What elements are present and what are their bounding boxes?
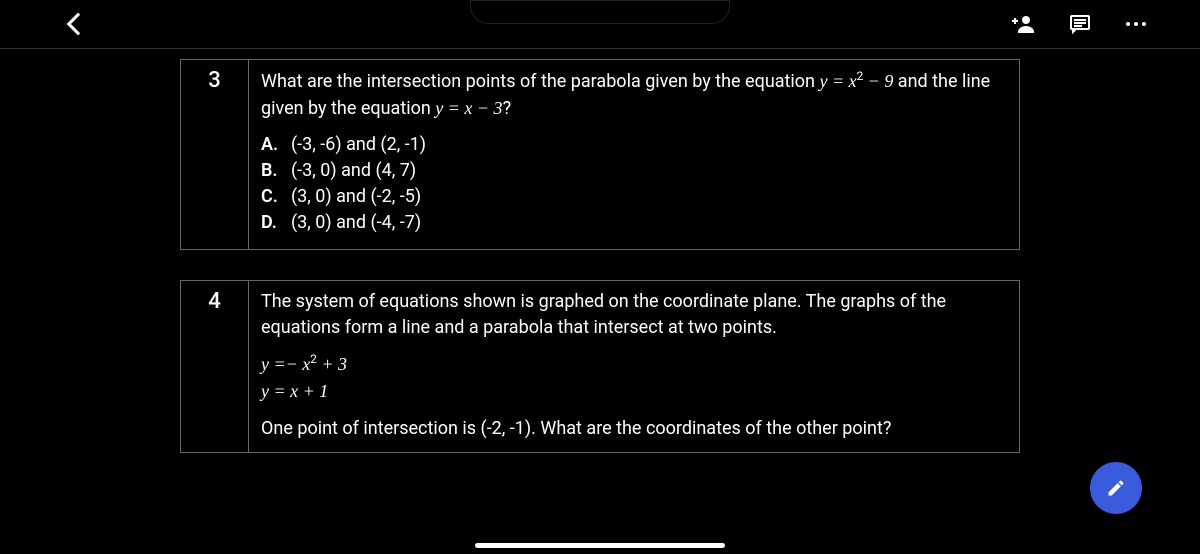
more-icon	[1126, 22, 1146, 26]
question-text: What are the intersection points of the …	[261, 68, 1007, 122]
camera-notch	[470, 0, 730, 24]
question-body: The system of equations shown is graphed…	[249, 281, 1019, 452]
comments-icon	[1068, 12, 1092, 36]
equation-part: y = x − 3	[435, 98, 502, 118]
equation-part: + 3	[317, 354, 347, 374]
home-indicator[interactable]	[475, 543, 725, 548]
question-text-part: What are the intersection points of the …	[261, 71, 819, 92]
pencil-icon	[1106, 478, 1126, 498]
choice-c[interactable]: C. (3, 0) and (-2, -5)	[261, 184, 1007, 210]
equation-part: y =− x	[261, 354, 310, 374]
add-person-icon	[1012, 12, 1036, 36]
choice-text: (3, 0) and (-2, -5)	[291, 184, 421, 210]
add-person-button[interactable]	[1010, 10, 1038, 38]
question-number: 3	[181, 60, 249, 249]
question-body: What are the intersection points of the …	[249, 60, 1019, 249]
content-area: 3 What are the intersection points of th…	[0, 49, 1200, 453]
question-text-part: ?	[503, 98, 512, 119]
choice-text: (3, 0) and (-4, -7)	[291, 210, 421, 236]
question-intro: The system of equations shown is graphed…	[261, 289, 1007, 341]
choice-a[interactable]: A. (-3, -6) and (2, -1)	[261, 132, 1007, 158]
edit-fab[interactable]	[1090, 462, 1142, 514]
question-closing: One point of intersection is (-2, -1). W…	[261, 416, 1007, 442]
more-button[interactable]	[1122, 10, 1150, 38]
choice-b[interactable]: B. (-3, 0) and (4, 7)	[261, 158, 1007, 184]
equation-line: y = x + 1	[261, 378, 1007, 404]
equation-block: y =− x2 + 3 y = x + 1	[261, 351, 1007, 404]
choice-text: (-3, 0) and (4, 7)	[291, 158, 416, 184]
chevron-left-icon	[67, 13, 90, 36]
comments-button[interactable]	[1066, 10, 1094, 38]
choice-label: D.	[261, 210, 279, 236]
choice-d[interactable]: D. (3, 0) and (-4, -7)	[261, 210, 1007, 236]
equation-line: y =− x2 + 3	[261, 351, 1007, 378]
question-number: 4	[181, 281, 249, 452]
question-row: 3 What are the intersection points of th…	[180, 59, 1020, 250]
choice-label: C.	[261, 184, 279, 210]
question-row: 4 The system of equations shown is graph…	[180, 280, 1020, 453]
back-button[interactable]	[64, 10, 92, 38]
equation-part: y = x	[819, 71, 856, 91]
choice-text: (-3, -6) and (2, -1)	[291, 132, 426, 158]
equation-superscript: 2	[310, 352, 317, 366]
choice-label: A.	[261, 132, 279, 158]
choices-list: A. (-3, -6) and (2, -1) B. (-3, 0) and (…	[261, 132, 1007, 236]
equation-part: − 9	[863, 71, 893, 91]
choice-label: B.	[261, 158, 279, 184]
